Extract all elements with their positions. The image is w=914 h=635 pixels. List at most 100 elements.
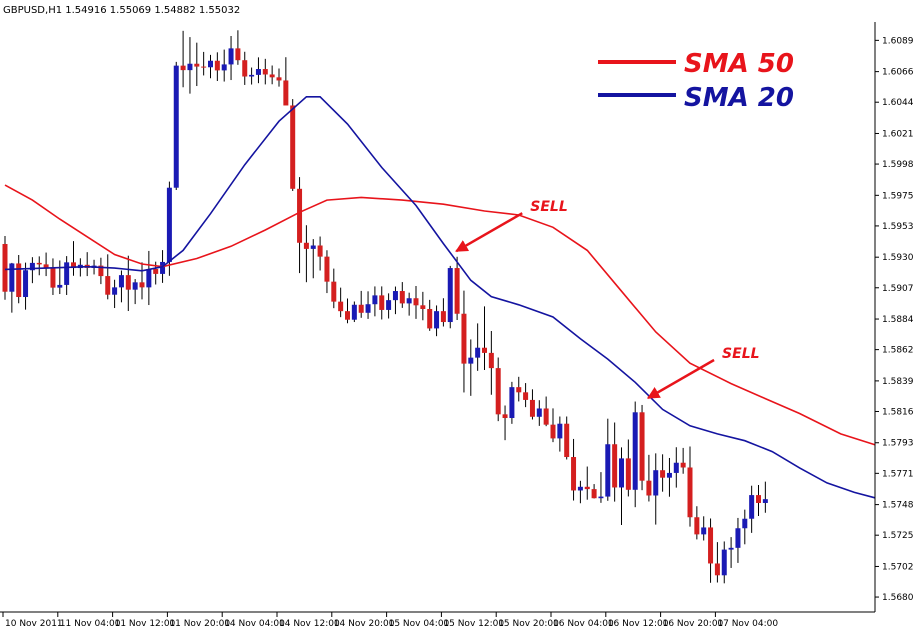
candle-body bbox=[680, 462, 686, 468]
legend: SMA 50 SMA 20 bbox=[598, 49, 794, 113]
y-tick-label: 1.60440 bbox=[882, 98, 914, 108]
candle-body bbox=[153, 269, 159, 274]
candle-body bbox=[2, 243, 8, 292]
candle-body bbox=[550, 424, 556, 439]
y-tick-label: 1.58620 bbox=[882, 346, 914, 356]
candle-body bbox=[125, 275, 131, 290]
candle-body bbox=[756, 495, 761, 503]
candle-body bbox=[639, 412, 645, 481]
candle-body bbox=[345, 311, 350, 320]
candle-body bbox=[201, 66, 207, 68]
legend-label-sma20: SMA 20 bbox=[684, 83, 794, 113]
candle-body bbox=[303, 242, 309, 249]
candle-body bbox=[112, 287, 118, 295]
candle-body bbox=[166, 187, 172, 262]
candle-body bbox=[160, 261, 166, 274]
candle-body bbox=[269, 74, 275, 78]
sma20-line bbox=[4, 96, 876, 499]
candle-body bbox=[187, 63, 193, 71]
candle-body bbox=[214, 60, 220, 71]
candle-body bbox=[351, 304, 357, 320]
candle-body bbox=[495, 368, 501, 415]
candle-body bbox=[440, 311, 446, 323]
candle-body bbox=[571, 457, 577, 491]
candle-body bbox=[468, 357, 474, 364]
y-tick-label: 1.60665 bbox=[882, 68, 914, 78]
y-tick-label: 1.59755 bbox=[882, 191, 914, 201]
candle-body bbox=[584, 486, 590, 490]
candle-body bbox=[139, 282, 145, 288]
candle-body bbox=[98, 265, 104, 277]
candle-body bbox=[632, 412, 638, 490]
y-tick-label: 1.60895 bbox=[882, 36, 914, 46]
candle-body bbox=[577, 486, 583, 491]
candle-body bbox=[673, 462, 679, 473]
x-tick-label: 14 Nov 12:00 bbox=[279, 619, 340, 629]
y-tick-label: 1.57255 bbox=[882, 531, 914, 541]
candle-body bbox=[619, 458, 624, 488]
y-tick-label: 1.59300 bbox=[882, 253, 914, 263]
y-tick-label: 1.57935 bbox=[882, 439, 914, 449]
candle-body bbox=[290, 105, 296, 189]
candle-body bbox=[399, 291, 405, 304]
candle-body bbox=[735, 528, 741, 548]
candle-body bbox=[36, 262, 42, 265]
candle-body bbox=[762, 499, 768, 503]
candle-body bbox=[331, 281, 337, 302]
candle-body bbox=[228, 48, 234, 65]
candle-body bbox=[728, 547, 734, 550]
candle-body bbox=[9, 263, 15, 292]
candle-body bbox=[50, 268, 56, 288]
sell-label: SELL bbox=[722, 346, 760, 362]
candle-body bbox=[687, 467, 693, 518]
candle-body bbox=[516, 387, 522, 393]
candle-body bbox=[475, 347, 481, 358]
y-tick-label: 1.59985 bbox=[882, 160, 914, 170]
x-tick-label: 17 Nov 04:00 bbox=[717, 619, 778, 629]
candle-body bbox=[208, 60, 213, 68]
candle-body bbox=[16, 263, 22, 298]
candle-body bbox=[310, 245, 316, 249]
candle-body bbox=[71, 262, 76, 269]
candle-body bbox=[749, 495, 755, 519]
x-tick-label: 11 Nov 04:00 bbox=[60, 619, 121, 629]
candle-body bbox=[564, 423, 570, 458]
candle-body bbox=[742, 518, 748, 529]
candle-body bbox=[283, 80, 289, 106]
candle-body bbox=[660, 470, 666, 478]
candle-body bbox=[482, 347, 487, 353]
candle-body bbox=[57, 284, 63, 288]
candle-body bbox=[43, 264, 49, 269]
candle-body bbox=[255, 69, 261, 75]
candle-body bbox=[317, 245, 323, 257]
legend-entry-sma20: SMA 20 bbox=[598, 83, 794, 113]
y-tick-label: 1.59530 bbox=[882, 222, 914, 232]
candle-body bbox=[646, 480, 652, 496]
candle-body bbox=[180, 65, 186, 71]
candle-body bbox=[386, 300, 392, 310]
x-tick-label: 15 Nov 12:00 bbox=[443, 619, 504, 629]
x-tick-label: 10 Nov 2011 bbox=[5, 619, 63, 629]
legend-entry-sma50: SMA 50 bbox=[598, 49, 794, 79]
candle-body bbox=[324, 256, 330, 282]
candle-body bbox=[509, 387, 515, 419]
candle-body bbox=[23, 270, 29, 298]
y-tick-label: 1.59075 bbox=[882, 284, 914, 294]
candle-body bbox=[543, 408, 549, 425]
candle-body bbox=[249, 74, 255, 77]
y-tick-label: 1.57710 bbox=[882, 469, 914, 479]
candle-body bbox=[105, 276, 111, 295]
candle-body bbox=[714, 563, 720, 576]
candle-body bbox=[118, 275, 124, 288]
candle-body bbox=[598, 496, 604, 499]
candle-body bbox=[379, 295, 385, 310]
candle-body bbox=[392, 291, 398, 301]
candle-body bbox=[406, 298, 412, 304]
candle-body bbox=[591, 489, 597, 499]
x-tick-label: 16 Nov 12:00 bbox=[608, 619, 669, 629]
candle-body bbox=[701, 527, 707, 535]
candle-body bbox=[235, 48, 241, 61]
candle-body bbox=[358, 304, 364, 313]
legend-label-sma50: SMA 50 bbox=[684, 49, 794, 79]
